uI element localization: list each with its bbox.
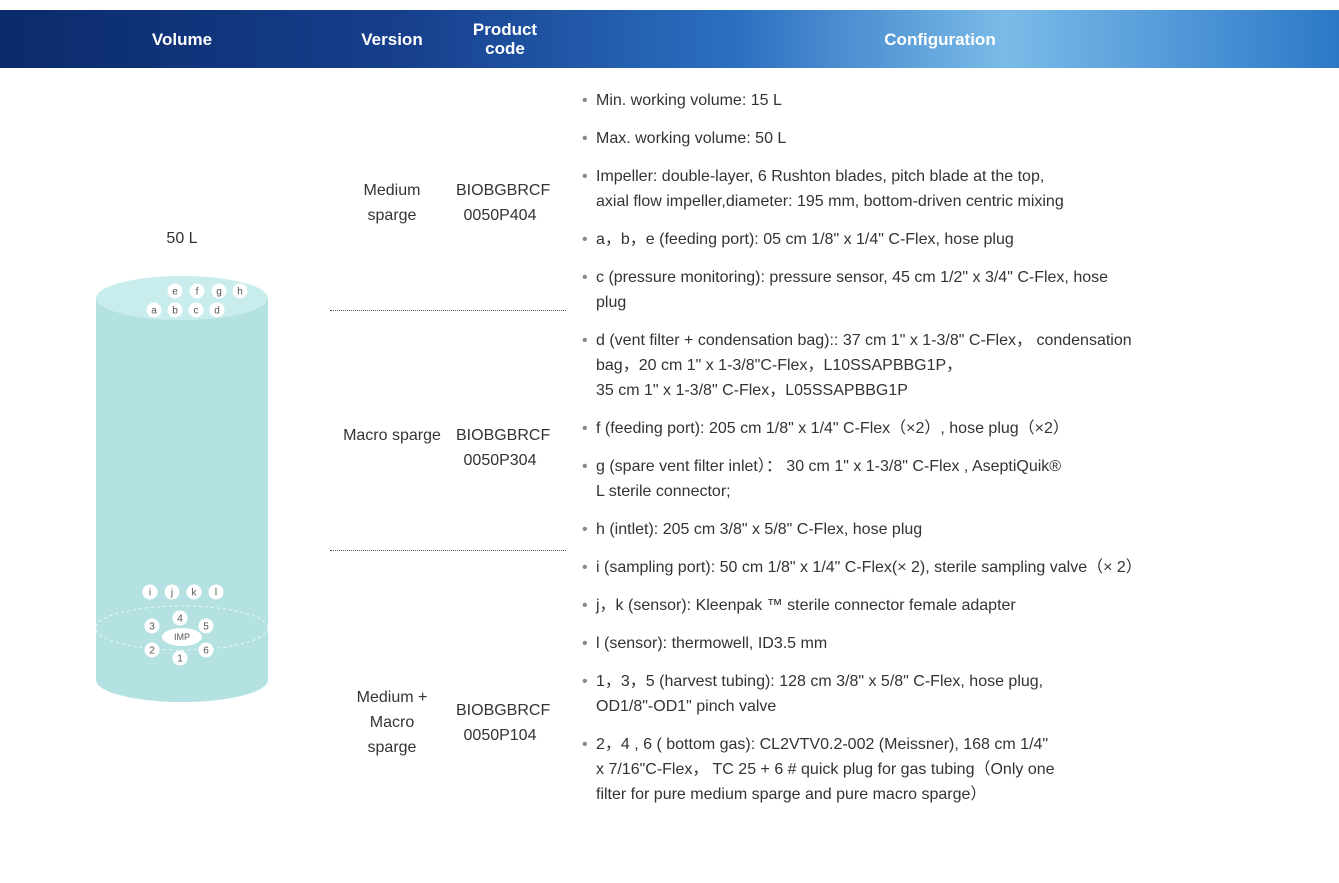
port: [209, 302, 225, 318]
port: [208, 584, 224, 600]
port-label: k: [192, 588, 198, 599]
port: [144, 642, 160, 658]
version: Medium + Macro sparge: [356, 689, 428, 756]
config-item: j，k (sensor): Kleenpak ™ sterile connect…: [582, 593, 1142, 618]
port: [198, 642, 214, 658]
config-line: Impeller: double-layer, 6 Rushton blades…: [596, 168, 1045, 185]
impeller-label: IMP: [174, 632, 190, 642]
config-item: 2，4 , 6 ( bottom gas): CL2VTV0.2-002 (Me…: [582, 732, 1142, 807]
port-label: f: [196, 287, 199, 298]
config-item: 1，3，5 (harvest tubing): 128 cm 3/8" x 5/…: [582, 669, 1142, 719]
port: [167, 283, 183, 299]
port-label: l: [215, 588, 217, 599]
config-line: d (vent filter + condensation bag):: 37 …: [596, 332, 1132, 349]
port-label: h: [237, 287, 243, 298]
header-cell: Configuration: [884, 29, 996, 49]
config-line: OD1/8"-OD1" pinch valve: [596, 698, 777, 715]
config-line: L sterile connector;: [596, 483, 731, 500]
port: [164, 584, 180, 600]
port: [211, 283, 227, 299]
config-line: Min. working volume: 15 L: [596, 92, 782, 109]
port-label: 6: [203, 646, 209, 657]
config-item: Max. working volume: 50 L: [582, 126, 1142, 151]
config-item: a，b，e (feeding port): 05 cm 1/8" x 1/4" …: [582, 227, 1142, 252]
port: [198, 618, 214, 634]
config-item: Impeller: double-layer, 6 Rushton blades…: [582, 164, 1142, 214]
config-line: l (sensor): thermowell, ID3.5 mm: [596, 635, 828, 652]
config-line: j，k (sensor): Kleenpak ™ sterile connect…: [596, 597, 1016, 614]
config-item: g (spare vent filter inlet）： 30 cm 1" x …: [582, 454, 1142, 504]
port: [172, 650, 188, 666]
port-label: b: [172, 306, 178, 317]
product-code: BIOBGBRCF 0050P104: [456, 702, 551, 744]
port: [146, 302, 162, 318]
port: [186, 584, 202, 600]
header-bar: Volume Version Product code Configuratio…: [0, 10, 1339, 68]
config-item: h (intlet): 205 cm 3/8" x 5/8" C-Flex, h…: [582, 517, 1142, 542]
config-line: 2，4 , 6 ( bottom gas): CL2VTV0.2-002 (Me…: [596, 736, 1049, 753]
header-cell: Version: [361, 29, 423, 49]
volume: 50 L: [166, 230, 198, 247]
config-line: bag，20 cm 1" x 1-3/8"C-Flex，L10SSAPBBG1P…: [596, 357, 963, 374]
port-label: g: [216, 287, 222, 298]
bag-bottom-line: [95, 605, 269, 651]
bag-body: [96, 298, 268, 702]
port-label: j: [170, 588, 173, 599]
row-divider: [330, 550, 566, 551]
config-item: f (feeding port): 205 cm 1/8" x 1/4" C-F…: [582, 416, 1142, 441]
port-label: 4: [177, 614, 183, 625]
configuration-list: Min. working volume: 15 L Max. working vo…: [582, 88, 1142, 820]
port-label: 1: [177, 654, 183, 665]
port: [232, 283, 248, 299]
port-label: i: [149, 588, 151, 599]
port-label: e: [172, 287, 178, 298]
product-code: BIOBGBRCF 0050P304: [456, 427, 551, 469]
config-line: g (spare vent filter inlet）： 30 cm 1" x …: [596, 458, 1062, 475]
port: [189, 283, 205, 299]
config-line: 35 cm 1" x 1-3/8" C-Flex，L05SSAPBBG1P: [596, 382, 908, 399]
config-line: i (sampling port): 50 cm 1/8" x 1/4" C-F…: [596, 559, 1142, 576]
config-item: d (vent filter + condensation bag):: 37 …: [582, 328, 1142, 403]
port: [188, 302, 204, 318]
header-cell: Volume: [151, 29, 213, 49]
product-code: BIOBGBRCF 0050P404: [456, 182, 551, 224]
config-line: f (feeding port): 205 cm 1/8" x 1/4" C-F…: [596, 420, 1069, 437]
config-line: axial flow impeller,diameter: 195 mm, bo…: [596, 193, 1064, 210]
header-cell: Product code: [472, 20, 538, 58]
port: [167, 302, 183, 318]
version: Medium sparge: [363, 182, 421, 224]
config-item: i (sampling port): 50 cm 1/8" x 1/4" C-F…: [582, 555, 1142, 580]
config-line: x 7/16"C-Flex， TC 25 + 6 # quick plug fo…: [596, 761, 1055, 778]
port-label: d: [214, 306, 220, 317]
config-line: 1，3，5 (harvest tubing): 128 cm 3/8" x 5/…: [596, 673, 1044, 690]
config-line: h (intlet): 205 cm 3/8" x 5/8" C-Flex, h…: [596, 521, 923, 538]
config-item: c (pressure monitoring): pressure sensor…: [582, 265, 1142, 315]
config-line: Max. working volume: 50 L: [596, 130, 787, 147]
port-label: c: [194, 306, 199, 317]
row-divider: [330, 310, 566, 311]
version: Macro sparge: [343, 427, 441, 444]
port: [144, 618, 160, 634]
port-label: a: [151, 306, 157, 317]
config-line: plug: [596, 294, 627, 311]
config-line: a，b，e (feeding port): 05 cm 1/8" x 1/4" …: [596, 231, 1014, 248]
config-line: filter for pure medium sparge and pure m…: [596, 786, 987, 803]
port-label: 2: [149, 646, 155, 657]
config-line: c (pressure monitoring): pressure sensor…: [596, 269, 1109, 286]
config-item: l (sensor): thermowell, ID3.5 mm: [582, 631, 1142, 656]
impeller: [162, 628, 202, 646]
config-item: Min. working volume: 15 L: [582, 88, 1142, 113]
port-label: 3: [149, 622, 155, 633]
port: [172, 610, 188, 626]
port: [142, 584, 158, 600]
port-label: 5: [203, 622, 209, 633]
